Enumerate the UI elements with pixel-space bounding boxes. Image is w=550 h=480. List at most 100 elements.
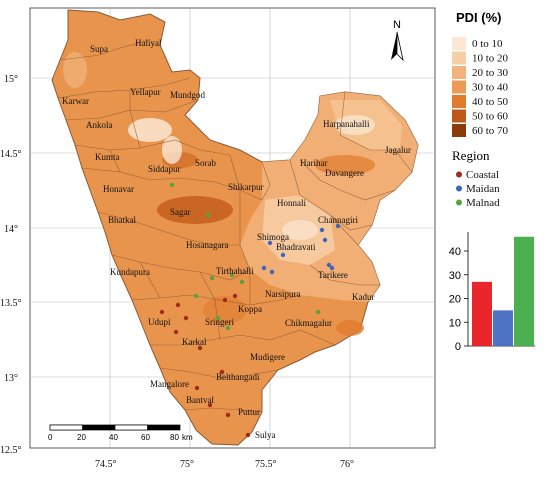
label-puttur: Puttur <box>238 407 260 417</box>
label-channagiri: Channagiri <box>318 215 358 225</box>
label-karkal: Karkal <box>182 337 207 347</box>
scale-bar: 0 20 40 60 80 km <box>48 424 193 442</box>
label-harpanahalli: Harpanahalli <box>323 119 370 129</box>
label-kadur: Kadur <box>352 292 375 302</box>
label-hosanagara: Hosanagara <box>186 240 228 250</box>
label-tirthahalli: Tirthahalli <box>216 266 254 276</box>
north-arrow-left-icon <box>391 32 397 60</box>
region-label-0: Coastal <box>466 169 499 181</box>
y-tick-5: 12.5° <box>0 445 22 456</box>
pdi-legend-title: PDI (%) <box>456 10 502 25</box>
bars <box>472 236 534 346</box>
label-sagar: Sagar <box>170 207 191 217</box>
label-chikmagalur: Chikmagalur <box>285 318 332 328</box>
bar-y-ticks: 0 10 20 30 40 <box>449 246 468 353</box>
hotspot-chikmagalur <box>336 320 364 336</box>
bar-tick-label-1: 10 <box>449 317 461 329</box>
hotspot-davangere <box>315 155 375 175</box>
region-bar-chart: 0 10 20 30 40 <box>449 232 535 353</box>
label-kumta: Kumta <box>95 152 120 162</box>
scale-label-2: 40 <box>109 433 118 442</box>
y-tick-4: 13° <box>4 373 18 384</box>
region-label-2: Malnad <box>466 197 500 209</box>
bar-maidan <box>493 310 513 346</box>
x-tick-2: 75.5° <box>255 459 277 470</box>
label-udupi: Udupi <box>148 317 171 327</box>
label-shimoga: Shimoga <box>257 232 289 242</box>
region-label-1: Maidan <box>466 183 500 195</box>
label-narsipura: Narsipura <box>265 289 301 299</box>
district-borders <box>57 39 413 413</box>
label-belthangadi: Belthangadi <box>216 372 260 382</box>
region-marker-2 <box>456 199 462 206</box>
hotspot-sringeri <box>203 296 247 324</box>
bar-tick-label-2: 20 <box>449 294 461 306</box>
label-ankola: Ankola <box>86 120 113 130</box>
label-mundgod: Mundgod <box>170 90 206 100</box>
malnad-points <box>169 182 321 331</box>
label-kundapura: Kundapura <box>110 267 150 277</box>
pdi-legend-swatches: 0 to 10 10 to 20 20 to 30 30 to 40 40 to 50 5… <box>452 37 509 137</box>
label-bantval: Bantval <box>186 395 214 405</box>
bar-tick-label-4: 40 <box>449 246 461 258</box>
bar-malnad <box>514 236 534 346</box>
pdi-swatch-4 <box>452 95 466 108</box>
pdi-swatch-3 <box>452 80 466 94</box>
x-tick-1: 75° <box>180 459 194 470</box>
bar-tick-label-0: 0 <box>455 341 461 353</box>
bar-tick-label-3: 30 <box>449 270 461 282</box>
scale-label-4: 80 <box>170 433 179 442</box>
label-yellapur: Yellapur <box>130 87 161 97</box>
place-labels: Supa Haliyal Karwar Yellapur Mundgod Ank… <box>62 38 411 440</box>
pdi-legend: PDI (%) 0 to 10 10 to 20 20 to 30 30 to 40 4… <box>452 10 509 137</box>
label-mudigere: Mudigere <box>250 352 285 362</box>
coastal-points <box>159 293 251 438</box>
pdi-label-4: 40 to 50 <box>472 96 509 108</box>
coolspot-harpanahalli <box>335 115 375 135</box>
coolspot-north <box>128 118 172 142</box>
scale-label-3: 60 <box>141 433 150 442</box>
y-tick-2: 14° <box>4 224 18 235</box>
north-arrow-right-icon <box>396 31 404 62</box>
axis-labels: 74.5° 75° 75.5° 76° 15° 14.5° 14° 13.5° … <box>0 74 354 470</box>
north-arrow: N <box>391 19 404 62</box>
bar-coastal <box>472 281 492 346</box>
region-marker-1 <box>456 185 462 192</box>
pdi-label-6: 60 to 70 <box>472 125 509 137</box>
y-tick-1: 14.5° <box>0 149 22 160</box>
y-tick-3: 13.5° <box>0 298 22 309</box>
label-honnali: Honnali <box>277 198 306 208</box>
label-siddapur: Siddapur <box>148 164 181 174</box>
pdi-label-3: 30 to 40 <box>472 82 509 94</box>
maidan-points <box>261 223 341 275</box>
label-harihar: Harihar <box>300 158 327 168</box>
region-legend-items: Coastal Maidan Malnad <box>456 169 500 209</box>
label-karwar: Karwar <box>62 96 89 106</box>
label-sulya: Sulya <box>255 430 276 440</box>
label-sringeri: Sringeri <box>205 317 234 327</box>
pdi-label-5: 50 to 60 <box>472 111 509 123</box>
hotspot-sagar <box>157 196 233 224</box>
label-honavar: Honavar <box>103 184 134 194</box>
label-supa: Supa <box>90 44 108 54</box>
pdi-swatch-5 <box>452 109 466 123</box>
label-shikarpur: Shikarpur <box>228 182 264 192</box>
x-tick-0: 74.5° <box>95 459 117 470</box>
north-letter: N <box>393 19 401 31</box>
y-tick-0: 15° <box>4 74 18 85</box>
coolspot-shimoga <box>282 220 318 240</box>
label-mangalore: Mangalore <box>150 379 189 389</box>
scale-label-1: 20 <box>77 433 86 442</box>
pdi-swatch-0 <box>452 37 466 50</box>
label-tarikere: Tarikere <box>318 270 348 280</box>
coolspot-sirsi <box>162 136 182 164</box>
pdi-swatch-1 <box>452 51 466 65</box>
x-tick-3: 76° <box>340 459 354 470</box>
pdi-swatch-2 <box>452 66 466 79</box>
region-marker-0 <box>456 171 462 178</box>
pdi-swatch-6 <box>452 124 466 137</box>
label-davangere: Davangere <box>325 168 364 178</box>
scale-unit: km <box>182 433 193 442</box>
